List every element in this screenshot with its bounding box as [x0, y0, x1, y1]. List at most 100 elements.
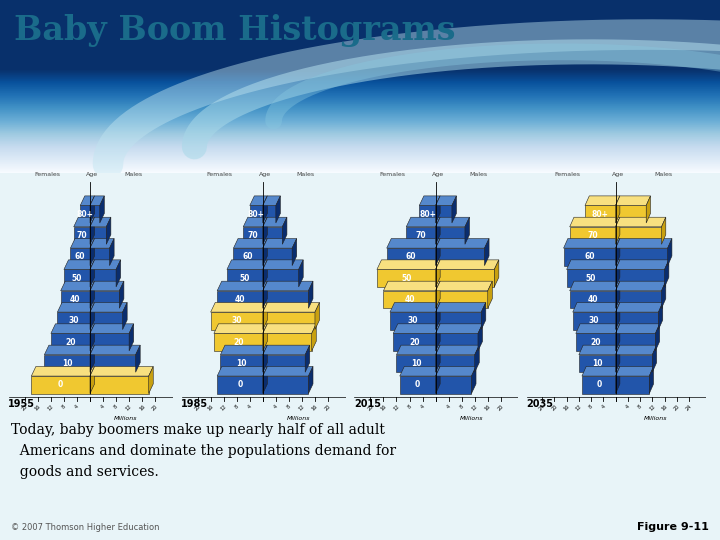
- Polygon shape: [436, 206, 452, 223]
- Text: 4: 4: [420, 404, 426, 410]
- Polygon shape: [214, 333, 263, 351]
- Polygon shape: [116, 260, 121, 287]
- Polygon shape: [263, 206, 276, 223]
- Polygon shape: [436, 269, 494, 287]
- Polygon shape: [217, 376, 263, 394]
- Polygon shape: [393, 333, 436, 351]
- Polygon shape: [616, 217, 620, 244]
- Polygon shape: [400, 367, 440, 376]
- Polygon shape: [107, 217, 111, 244]
- Polygon shape: [667, 239, 672, 266]
- Polygon shape: [387, 248, 436, 266]
- Text: Today, baby boomers make up nearly half of all adult
  Americans and dominate th: Today, baby boomers make up nearly half …: [11, 423, 396, 478]
- Polygon shape: [51, 324, 94, 333]
- Text: 16: 16: [661, 404, 669, 412]
- Polygon shape: [616, 281, 666, 291]
- Polygon shape: [109, 239, 114, 266]
- Polygon shape: [419, 206, 436, 223]
- Text: 2035: 2035: [526, 399, 554, 409]
- Polygon shape: [263, 291, 308, 308]
- Polygon shape: [263, 333, 312, 351]
- Polygon shape: [263, 269, 299, 287]
- Text: 20: 20: [21, 404, 29, 412]
- Polygon shape: [220, 355, 263, 372]
- Text: 12: 12: [471, 404, 479, 412]
- Text: 20: 20: [366, 404, 374, 412]
- Polygon shape: [436, 367, 440, 394]
- Polygon shape: [662, 281, 666, 308]
- Polygon shape: [263, 324, 316, 333]
- Text: 0: 0: [238, 380, 243, 389]
- Polygon shape: [71, 239, 94, 248]
- Text: Millions: Millions: [459, 416, 483, 421]
- Text: 50: 50: [240, 274, 250, 283]
- Text: Males: Males: [654, 172, 672, 177]
- Polygon shape: [220, 345, 267, 355]
- Polygon shape: [616, 312, 659, 329]
- Text: Females: Females: [379, 172, 405, 177]
- Polygon shape: [384, 291, 436, 308]
- Polygon shape: [217, 367, 267, 376]
- Polygon shape: [263, 345, 267, 372]
- Polygon shape: [436, 367, 476, 376]
- Text: 20: 20: [151, 404, 159, 412]
- Polygon shape: [120, 281, 124, 308]
- Polygon shape: [129, 324, 134, 351]
- Polygon shape: [233, 239, 267, 248]
- Polygon shape: [616, 217, 666, 227]
- Polygon shape: [452, 196, 456, 223]
- Polygon shape: [377, 260, 440, 269]
- Text: 40: 40: [404, 295, 415, 304]
- Polygon shape: [90, 269, 116, 287]
- Polygon shape: [616, 345, 657, 355]
- Text: 1955: 1955: [8, 399, 35, 409]
- Text: 8: 8: [407, 404, 413, 410]
- Polygon shape: [312, 324, 316, 351]
- Text: 4: 4: [273, 404, 279, 410]
- Polygon shape: [100, 196, 104, 223]
- Text: 70: 70: [415, 231, 426, 240]
- Polygon shape: [616, 269, 665, 287]
- Polygon shape: [616, 367, 654, 376]
- Text: 8: 8: [637, 404, 643, 410]
- Polygon shape: [576, 324, 620, 333]
- Text: Age: Age: [86, 172, 99, 177]
- Polygon shape: [90, 248, 109, 266]
- Polygon shape: [227, 260, 267, 269]
- Text: 1985: 1985: [181, 399, 208, 409]
- Polygon shape: [436, 333, 478, 351]
- Polygon shape: [436, 324, 482, 333]
- Polygon shape: [579, 345, 620, 355]
- Text: 16: 16: [484, 404, 492, 412]
- Polygon shape: [64, 260, 94, 269]
- Text: 60: 60: [406, 252, 416, 261]
- Text: 12: 12: [575, 404, 583, 412]
- Text: 4: 4: [100, 404, 106, 410]
- Polygon shape: [616, 376, 649, 394]
- Polygon shape: [60, 281, 94, 291]
- Text: 80+: 80+: [76, 210, 94, 219]
- Text: 0: 0: [596, 380, 601, 389]
- Polygon shape: [308, 367, 313, 394]
- Text: 20: 20: [324, 404, 332, 412]
- Text: 12: 12: [125, 404, 133, 412]
- Polygon shape: [572, 302, 620, 312]
- Polygon shape: [436, 355, 474, 372]
- Polygon shape: [90, 281, 94, 308]
- Text: 16: 16: [311, 404, 319, 412]
- Polygon shape: [436, 345, 440, 372]
- Polygon shape: [73, 217, 94, 227]
- Polygon shape: [582, 367, 620, 376]
- Polygon shape: [436, 248, 485, 266]
- Text: Millions: Millions: [644, 416, 667, 421]
- Polygon shape: [616, 227, 662, 244]
- Polygon shape: [90, 302, 127, 312]
- Polygon shape: [90, 324, 134, 333]
- Polygon shape: [570, 281, 620, 291]
- Polygon shape: [211, 302, 267, 312]
- Polygon shape: [263, 227, 282, 244]
- Text: 8: 8: [588, 404, 594, 410]
- Polygon shape: [90, 227, 107, 244]
- Polygon shape: [90, 239, 94, 266]
- Text: Males: Males: [469, 172, 487, 177]
